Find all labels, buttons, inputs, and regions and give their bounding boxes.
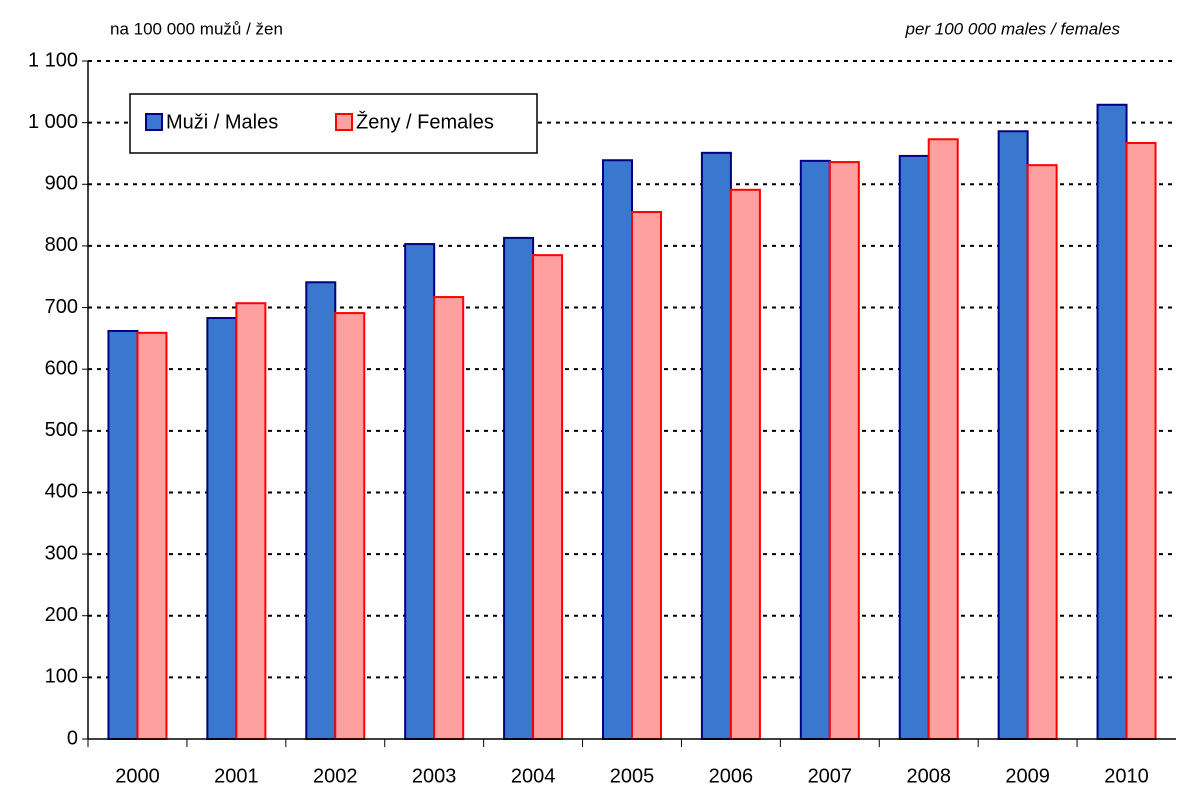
x-tick-label: 2006 xyxy=(709,765,754,787)
bar xyxy=(206,317,238,740)
y-tick-label: 700 xyxy=(45,296,78,318)
x-tick-label: 2007 xyxy=(808,765,853,787)
bar xyxy=(136,331,168,740)
legend-swatch xyxy=(145,113,163,131)
bar xyxy=(532,254,564,740)
y-tick-label: 900 xyxy=(45,173,78,195)
legend-box xyxy=(129,93,538,154)
x-tick-label: 2003 xyxy=(412,765,457,787)
bar xyxy=(334,312,366,740)
bar xyxy=(828,161,860,741)
bar xyxy=(799,159,831,741)
bar xyxy=(602,159,633,740)
x-tick-label: 2008 xyxy=(906,765,951,787)
x-tick-label: 2000 xyxy=(115,765,160,787)
y-tick-label: 500 xyxy=(45,419,78,441)
y-tick-label: 800 xyxy=(45,234,78,256)
bar xyxy=(107,329,139,740)
legend-swatch xyxy=(335,113,353,131)
bar xyxy=(1026,164,1058,740)
bar xyxy=(729,188,761,740)
bar xyxy=(433,296,465,740)
subtitle: na 100 000 mužů / žen xyxy=(110,19,283,38)
x-tick-label: 2010 xyxy=(1104,765,1149,787)
y-tick-label: 1 100 xyxy=(28,49,78,71)
bar xyxy=(631,211,662,740)
x-tick-label: 2009 xyxy=(1005,765,1050,787)
bar xyxy=(404,243,436,740)
x-tick-label: 2002 xyxy=(313,765,358,787)
y-tick-label: 400 xyxy=(45,481,78,503)
bar xyxy=(927,138,959,740)
legend-label: Muži / Males xyxy=(166,111,278,133)
y-tick-label: 600 xyxy=(45,357,78,379)
bar xyxy=(1096,103,1128,740)
y-tick-label: 1 000 xyxy=(28,111,78,133)
bar xyxy=(235,302,267,740)
bar xyxy=(305,281,337,740)
y-tick-label: 300 xyxy=(45,542,78,564)
subtitle-en: per 100 000 males / females xyxy=(904,19,1120,38)
y-tick-label: 0 xyxy=(67,727,78,749)
bar xyxy=(503,236,535,740)
bar xyxy=(898,154,930,741)
bar xyxy=(997,130,1029,741)
bar xyxy=(1125,141,1157,740)
y-tick-label: 100 xyxy=(45,666,78,688)
y-tick-label: 200 xyxy=(45,604,78,626)
x-tick-label: 2001 xyxy=(214,765,259,787)
x-tick-label: 2004 xyxy=(511,765,556,787)
x-tick-label: 2005 xyxy=(610,765,655,787)
bar xyxy=(700,151,732,740)
legend-label: Ženy / Females xyxy=(356,110,494,133)
